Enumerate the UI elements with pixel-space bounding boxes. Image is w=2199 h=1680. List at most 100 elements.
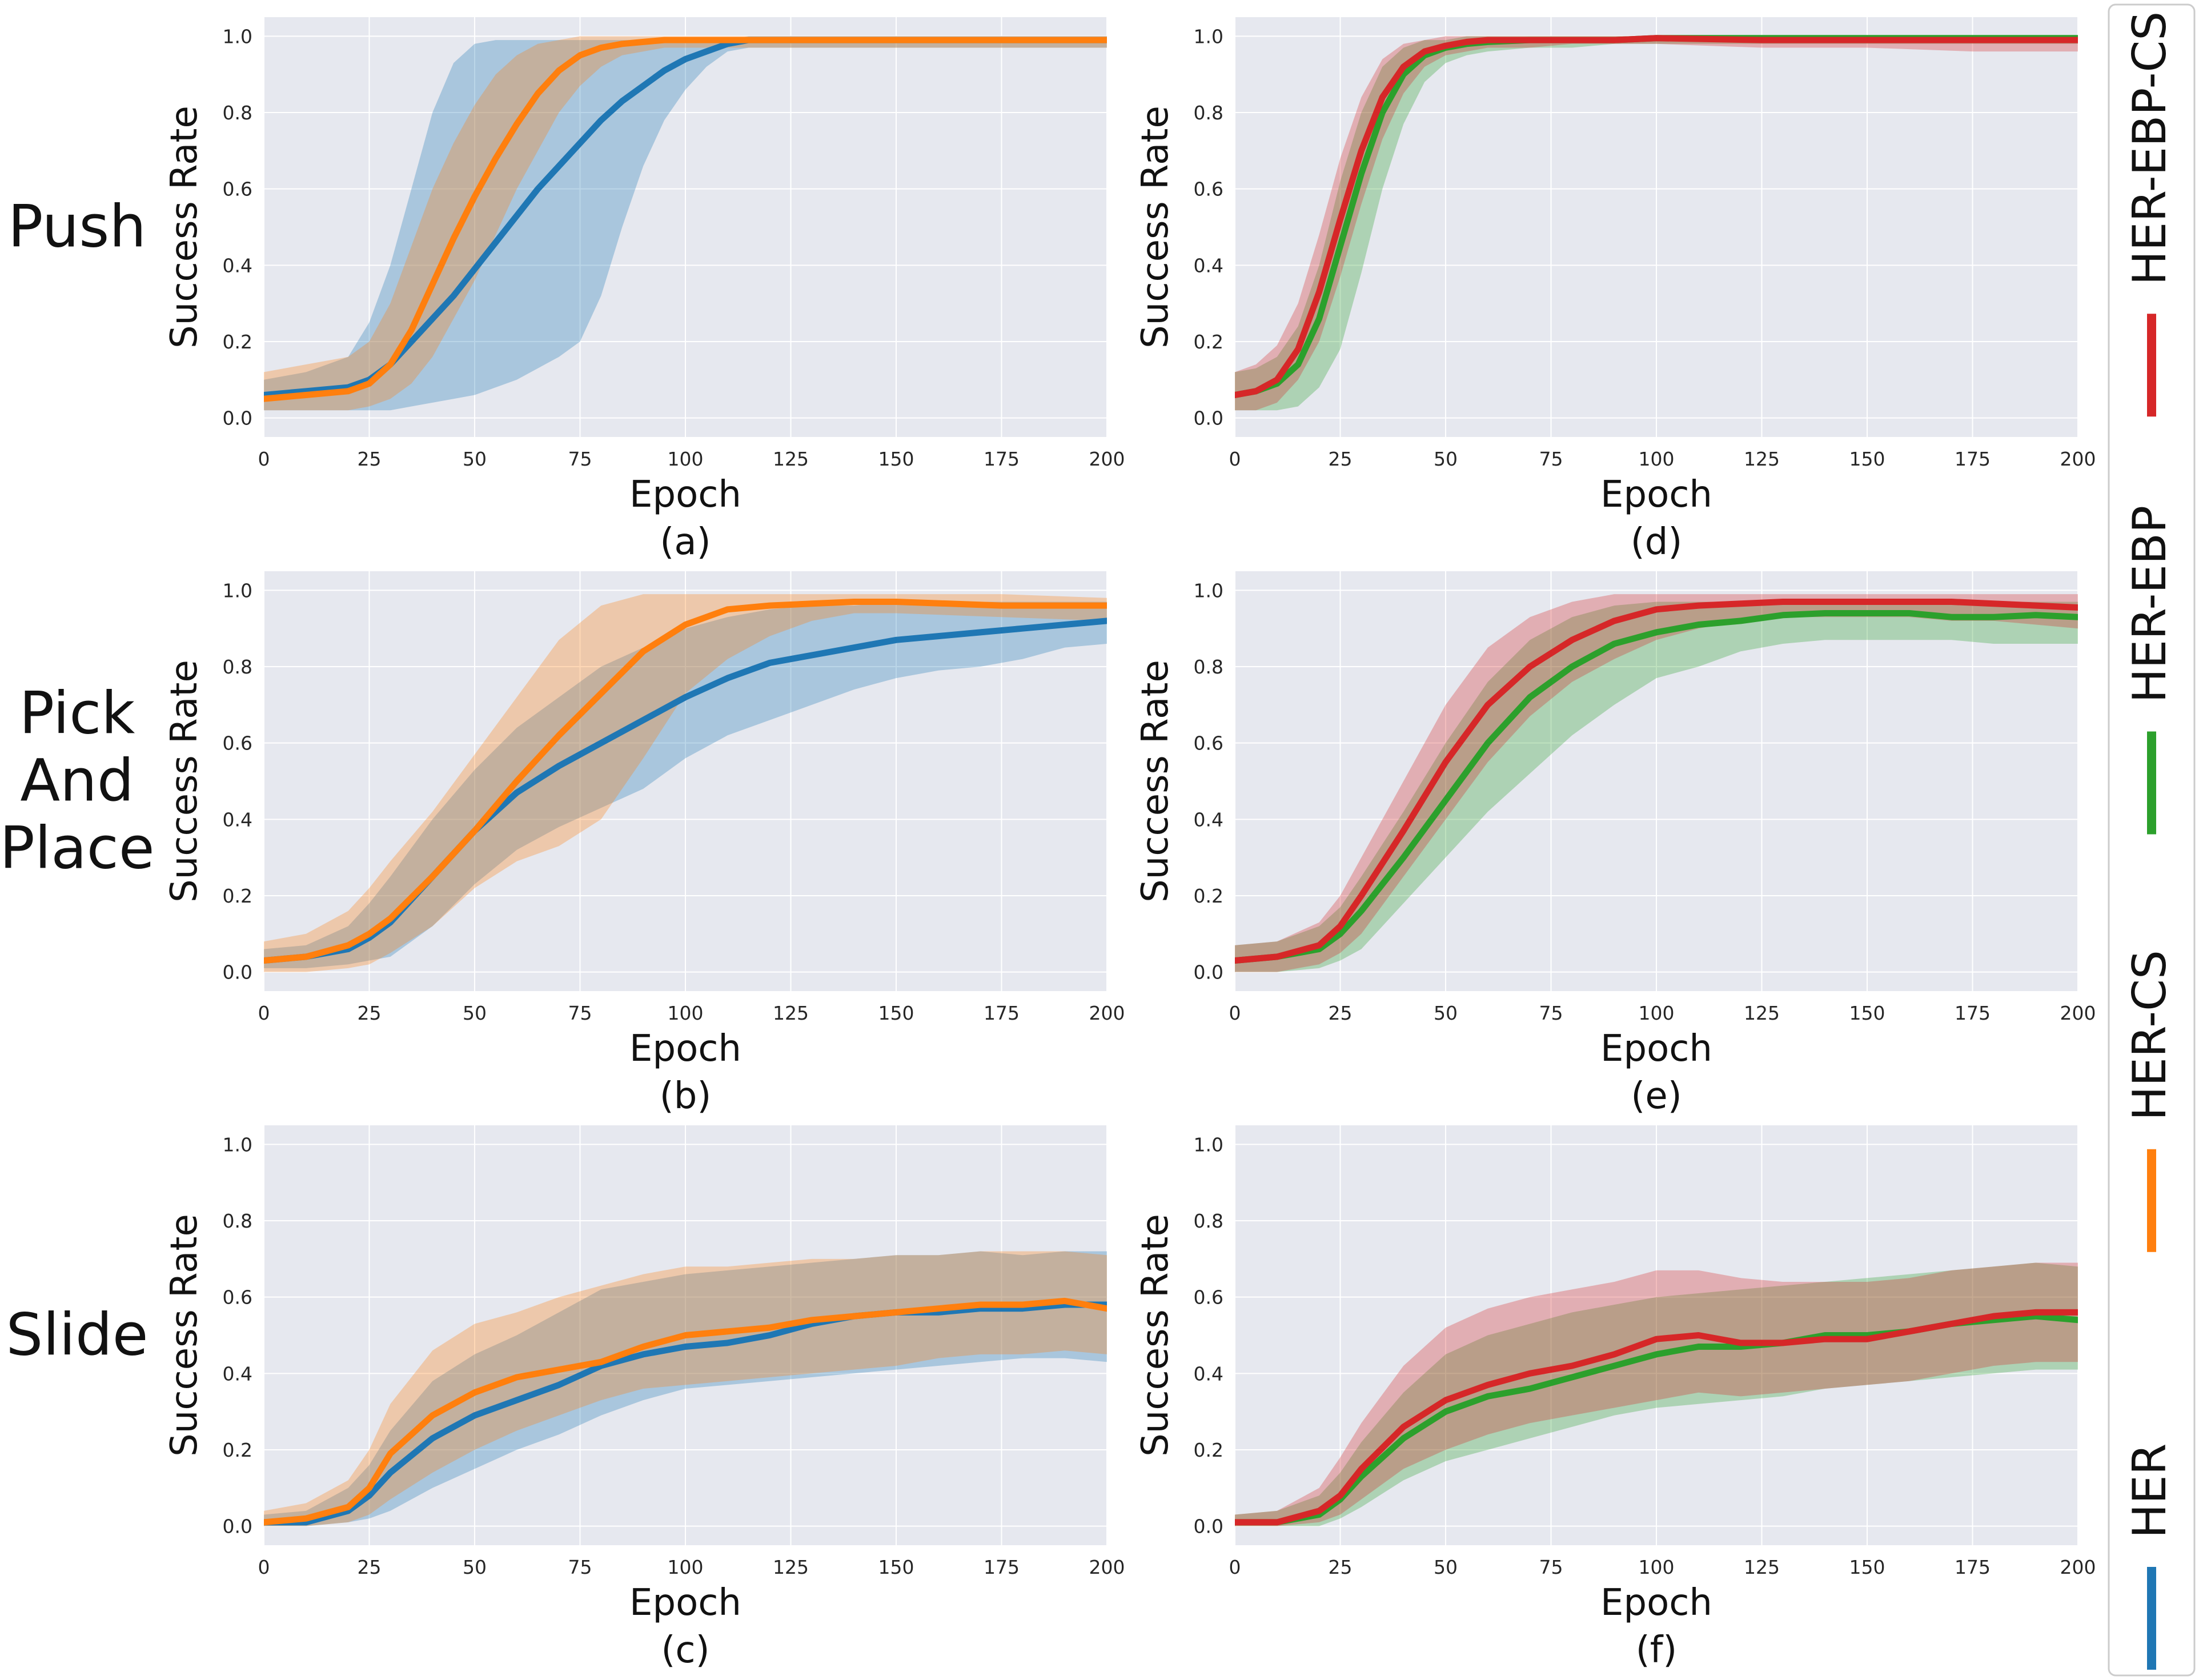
ytick-label: 0.0 [1194,1515,1223,1538]
xtick-label: 75 [1539,1556,1563,1578]
lines [264,37,1107,402]
line-her-ebp [1235,610,2078,964]
xtick-label: 75 [568,1002,592,1024]
grid [263,17,1107,437]
bands [264,594,1107,972]
xtick-label: 150 [878,448,914,470]
ytick-label: 1.0 [1194,25,1223,47]
xtick-label: 25 [358,1556,382,1578]
ytick-label: 0.8 [1194,102,1223,124]
ytick-label: 0.0 [1194,407,1223,430]
xtick-label: 175 [1955,448,1991,470]
xtick-label: 75 [568,1556,592,1578]
band-her-ebp [1235,36,2078,411]
xtick-label: 25 [1329,1002,1353,1024]
bands [1235,594,2078,972]
x-axis-label: Epoch [629,474,741,516]
xtick-label: 125 [1744,448,1780,470]
xtick-label: 75 [1539,1002,1563,1024]
xtick-label: 200 [2060,1556,2096,1578]
band-her [264,602,1107,968]
xtick-label: 0 [258,1002,270,1024]
row-label: Slide [6,1301,149,1369]
ytick-label: 0.4 [223,254,252,276]
xtick-label: 125 [773,1556,809,1578]
ytick-label: 0.6 [223,1286,252,1309]
panel-caption: (b) [660,1075,712,1117]
band-her [264,1251,1107,1526]
legend: HER-EBP-CS HER-EBP HER-CS HER [2108,3,2196,1677]
ytick-label: 0.2 [223,331,252,353]
x-axis-label: Epoch [629,1582,741,1624]
panel-b: 0 25 50 75 100 125 150 175 200 0.0 0.2 0.4 0.6 0.8 1.0… [163,571,1125,1117]
row-label: And [20,747,134,815]
xtick-label: 100 [668,448,704,470]
bands [264,36,1107,411]
xtick-label: 200 [1089,448,1125,470]
band-her-cs [264,36,1107,411]
xtick-label: 0 [1229,1002,1241,1024]
xtick-label: 175 [984,448,1020,470]
band-her-cs [264,1251,1107,1526]
legend-label-her-ebp: HER-EBP [2123,506,2176,703]
lines [264,599,1107,964]
band-her-ebp [1235,1262,2078,1526]
ytick-label: 0.2 [1194,331,1223,353]
ytick-label: 0.8 [223,1210,252,1232]
ytick-label: 0.8 [1194,1210,1223,1232]
grid [1234,571,2078,991]
ytick-label: 0.6 [1194,178,1223,201]
xtick-label: 125 [1744,1556,1780,1578]
ytick-label: 1.0 [1194,1133,1223,1156]
ytick-label: 0.6 [1194,1286,1223,1309]
panel-d: 0 25 50 75 100 125 150 175 200 0.0 0.2 0.4 0.6 0.8 1.0… [1134,17,2096,563]
xtick-label: 0 [258,448,270,470]
y-axis-label: Success Rate [1134,660,1177,903]
band-her-ebp-cs [1235,1262,2078,1526]
lines [1235,35,2078,398]
ytick-label: 0.2 [1194,1439,1223,1461]
xtick-label: 200 [2060,448,2096,470]
x-axis-label: Epoch [629,1028,741,1070]
panel-caption: (f) [1636,1629,1677,1671]
xtick-label: 0 [1229,448,1241,470]
legend-label-her-cs: HER-CS [2123,950,2176,1121]
xtick-label: 175 [984,1556,1020,1578]
xtick-label: 100 [668,1002,704,1024]
ytick-label: 0.8 [1194,656,1223,678]
xtick-label: 150 [878,1002,914,1024]
ytick-label: 0.0 [223,961,252,984]
legend-swatch-her-cs [2147,1149,2156,1252]
x-axis-label: Epoch [1600,1028,1712,1070]
panel-caption: (e) [1631,1075,1682,1117]
row-label: Pick [19,680,135,748]
panels: 0 25 50 75 100 125 150 175 200 0.0 0.2 0.4 0.6 0.8 1.0… [163,17,2096,1671]
xtick-label: 50 [1434,448,1458,470]
row-label: Push [8,193,146,261]
xtick-label: 25 [358,1002,382,1024]
xtick-label: 200 [1089,1556,1125,1578]
ytick-label: 0.0 [1194,961,1223,984]
bands [264,1251,1107,1526]
xtick-label: 50 [463,448,487,470]
legend-label-her-ebp-cs: HER-EBP-CS [2123,11,2176,285]
ytick-label: 0.4 [1194,808,1223,831]
y-axis-label: Success Rate [163,106,206,348]
y-axis-label: Success Rate [163,660,206,903]
xtick-label: 125 [773,448,809,470]
ytick-label: 1.0 [223,1133,252,1156]
xtick-label: 125 [773,1002,809,1024]
xtick-label: 100 [1639,1556,1675,1578]
xtick-label: 25 [1329,1556,1353,1578]
legend-swatch-her-ebp [2147,731,2156,835]
bands [1235,1262,2078,1526]
grid [1234,1125,2078,1545]
xtick-label: 0 [1229,1556,1241,1578]
line-her [264,1301,1107,1526]
panel-caption: (c) [661,1629,709,1671]
xtick-label: 125 [1744,1002,1780,1024]
legend-swatch-her [2147,1567,2156,1670]
ytick-label: 1.0 [223,25,252,47]
xtick-label: 75 [1539,448,1563,470]
